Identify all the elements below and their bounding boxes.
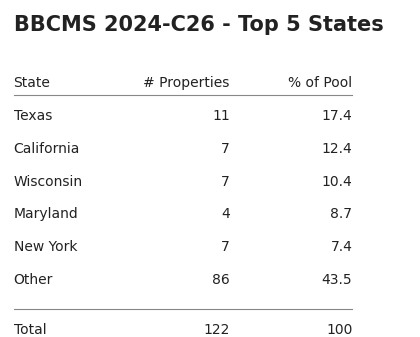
Text: 100: 100 [326,323,352,337]
Text: 4: 4 [221,208,230,221]
Text: 7.4: 7.4 [331,240,352,254]
Text: BBCMS 2024-C26 - Top 5 States: BBCMS 2024-C26 - Top 5 States [13,15,383,35]
Text: 43.5: 43.5 [322,273,352,287]
Text: Texas: Texas [13,109,52,123]
Text: New York: New York [13,240,77,254]
Text: 7: 7 [221,175,230,189]
Text: # Properties: # Properties [144,76,230,90]
Text: 10.4: 10.4 [322,175,352,189]
Text: 7: 7 [221,142,230,156]
Text: 122: 122 [203,323,230,337]
Text: 11: 11 [212,109,230,123]
Text: Maryland: Maryland [13,208,79,221]
Text: Total: Total [13,323,46,337]
Text: 17.4: 17.4 [322,109,352,123]
Text: % of Pool: % of Pool [288,76,352,90]
Text: 86: 86 [212,273,230,287]
Text: Other: Other [13,273,53,287]
Text: Wisconsin: Wisconsin [13,175,83,189]
Text: California: California [13,142,80,156]
Text: 12.4: 12.4 [322,142,352,156]
Text: State: State [13,76,50,90]
Text: 7: 7 [221,240,230,254]
Text: 8.7: 8.7 [331,208,352,221]
